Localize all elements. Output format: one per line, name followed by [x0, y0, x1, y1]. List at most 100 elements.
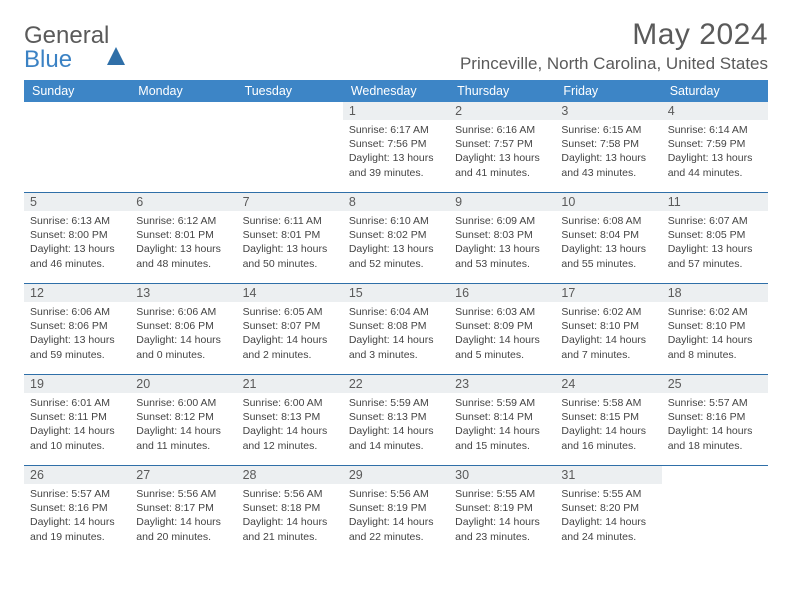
day-number: 20 [130, 375, 236, 393]
week-row: 26Sunrise: 5:57 AMSunset: 8:16 PMDayligh… [24, 466, 768, 556]
day-details: Sunrise: 6:00 AMSunset: 8:12 PMDaylight:… [130, 393, 236, 456]
day-details: Sunrise: 6:17 AMSunset: 7:56 PMDaylight:… [343, 120, 449, 183]
day-number: 16 [449, 284, 555, 302]
calendar-cell: 3Sunrise: 6:15 AMSunset: 7:58 PMDaylight… [555, 102, 661, 192]
day-number: 2 [449, 102, 555, 120]
calendar-cell: 28Sunrise: 5:56 AMSunset: 8:18 PMDayligh… [237, 466, 343, 556]
day-details: Sunrise: 6:02 AMSunset: 8:10 PMDaylight:… [555, 302, 661, 365]
day-details: Sunrise: 6:04 AMSunset: 8:08 PMDaylight:… [343, 302, 449, 365]
day-header-friday: Friday [555, 80, 661, 102]
day-number: 8 [343, 193, 449, 211]
day-headers: SundayMondayTuesdayWednesdayThursdayFrid… [24, 80, 768, 102]
calendar-cell [24, 102, 130, 192]
calendar-cell: 8Sunrise: 6:10 AMSunset: 8:02 PMDaylight… [343, 193, 449, 283]
day-number: 7 [237, 193, 343, 211]
calendar-cell: 15Sunrise: 6:04 AMSunset: 8:08 PMDayligh… [343, 284, 449, 374]
day-number: 14 [237, 284, 343, 302]
calendar-cell: 16Sunrise: 6:03 AMSunset: 8:09 PMDayligh… [449, 284, 555, 374]
day-details: Sunrise: 6:03 AMSunset: 8:09 PMDaylight:… [449, 302, 555, 365]
day-number: 11 [662, 193, 768, 211]
calendar-cell: 21Sunrise: 6:00 AMSunset: 8:13 PMDayligh… [237, 375, 343, 465]
day-details: Sunrise: 5:55 AMSunset: 8:19 PMDaylight:… [449, 484, 555, 547]
calendar-cell: 22Sunrise: 5:59 AMSunset: 8:13 PMDayligh… [343, 375, 449, 465]
day-number: 21 [237, 375, 343, 393]
logo: General Blue [24, 24, 125, 72]
day-number: 3 [555, 102, 661, 120]
calendar-cell [237, 102, 343, 192]
day-details: Sunrise: 5:57 AMSunset: 8:16 PMDaylight:… [662, 393, 768, 456]
calendar-cell: 11Sunrise: 6:07 AMSunset: 8:05 PMDayligh… [662, 193, 768, 283]
day-details: Sunrise: 6:12 AMSunset: 8:01 PMDaylight:… [130, 211, 236, 274]
day-details: Sunrise: 5:56 AMSunset: 8:19 PMDaylight:… [343, 484, 449, 547]
week-row: 5Sunrise: 6:13 AMSunset: 8:00 PMDaylight… [24, 193, 768, 284]
day-number: 26 [24, 466, 130, 484]
day-details: Sunrise: 6:11 AMSunset: 8:01 PMDaylight:… [237, 211, 343, 274]
calendar-cell: 25Sunrise: 5:57 AMSunset: 8:16 PMDayligh… [662, 375, 768, 465]
day-number: 17 [555, 284, 661, 302]
day-header-tuesday: Tuesday [237, 80, 343, 102]
logo-blue: Blue [24, 46, 72, 73]
day-number: 1 [343, 102, 449, 120]
day-details: Sunrise: 6:14 AMSunset: 7:59 PMDaylight:… [662, 120, 768, 183]
calendar-cell: 30Sunrise: 5:55 AMSunset: 8:19 PMDayligh… [449, 466, 555, 556]
day-number: 29 [343, 466, 449, 484]
month-title: May 2024 [460, 18, 768, 52]
day-details: Sunrise: 6:09 AMSunset: 8:03 PMDaylight:… [449, 211, 555, 274]
day-number: 10 [555, 193, 661, 211]
day-details: Sunrise: 6:06 AMSunset: 8:06 PMDaylight:… [130, 302, 236, 365]
day-number: 6 [130, 193, 236, 211]
day-details: Sunrise: 5:57 AMSunset: 8:16 PMDaylight:… [24, 484, 130, 547]
day-details: Sunrise: 6:13 AMSunset: 8:00 PMDaylight:… [24, 211, 130, 274]
week-row: 19Sunrise: 6:01 AMSunset: 8:11 PMDayligh… [24, 375, 768, 466]
calendar-cell: 9Sunrise: 6:09 AMSunset: 8:03 PMDaylight… [449, 193, 555, 283]
day-details: Sunrise: 6:10 AMSunset: 8:02 PMDaylight:… [343, 211, 449, 274]
calendar: SundayMondayTuesdayWednesdayThursdayFrid… [24, 80, 768, 556]
calendar-cell: 10Sunrise: 6:08 AMSunset: 8:04 PMDayligh… [555, 193, 661, 283]
calendar-cell: 29Sunrise: 5:56 AMSunset: 8:19 PMDayligh… [343, 466, 449, 556]
day-number: 25 [662, 375, 768, 393]
calendar-cell: 19Sunrise: 6:01 AMSunset: 8:11 PMDayligh… [24, 375, 130, 465]
day-number: 28 [237, 466, 343, 484]
calendar-cell: 18Sunrise: 6:02 AMSunset: 8:10 PMDayligh… [662, 284, 768, 374]
calendar-cell: 12Sunrise: 6:06 AMSunset: 8:06 PMDayligh… [24, 284, 130, 374]
day-number: 9 [449, 193, 555, 211]
week-row: 12Sunrise: 6:06 AMSunset: 8:06 PMDayligh… [24, 284, 768, 375]
day-details: Sunrise: 6:01 AMSunset: 8:11 PMDaylight:… [24, 393, 130, 456]
day-details: Sunrise: 6:06 AMSunset: 8:06 PMDaylight:… [24, 302, 130, 365]
day-details: Sunrise: 6:16 AMSunset: 7:57 PMDaylight:… [449, 120, 555, 183]
day-number: 30 [449, 466, 555, 484]
day-details: Sunrise: 5:56 AMSunset: 8:18 PMDaylight:… [237, 484, 343, 547]
logo-general: General [24, 22, 109, 49]
day-header-wednesday: Wednesday [343, 80, 449, 102]
title-block: May 2024 Princeville, North Carolina, Un… [460, 18, 768, 74]
calendar-cell: 31Sunrise: 5:55 AMSunset: 8:20 PMDayligh… [555, 466, 661, 556]
day-number: 18 [662, 284, 768, 302]
day-number: 15 [343, 284, 449, 302]
day-number: 12 [24, 284, 130, 302]
day-number: 24 [555, 375, 661, 393]
calendar-cell: 17Sunrise: 6:02 AMSunset: 8:10 PMDayligh… [555, 284, 661, 374]
location: Princeville, North Carolina, United Stat… [460, 54, 768, 74]
day-number: 22 [343, 375, 449, 393]
day-details: Sunrise: 5:59 AMSunset: 8:14 PMDaylight:… [449, 393, 555, 456]
day-details: Sunrise: 5:59 AMSunset: 8:13 PMDaylight:… [343, 393, 449, 456]
day-number: 5 [24, 193, 130, 211]
calendar-cell: 23Sunrise: 5:59 AMSunset: 8:14 PMDayligh… [449, 375, 555, 465]
day-header-thursday: Thursday [449, 80, 555, 102]
day-header-saturday: Saturday [662, 80, 768, 102]
day-details: Sunrise: 6:00 AMSunset: 8:13 PMDaylight:… [237, 393, 343, 456]
calendar-cell [130, 102, 236, 192]
calendar-cell: 24Sunrise: 5:58 AMSunset: 8:15 PMDayligh… [555, 375, 661, 465]
day-number: 27 [130, 466, 236, 484]
calendar-cell: 27Sunrise: 5:56 AMSunset: 8:17 PMDayligh… [130, 466, 236, 556]
day-header-monday: Monday [130, 80, 236, 102]
week-row: 1Sunrise: 6:17 AMSunset: 7:56 PMDaylight… [24, 102, 768, 193]
day-details: Sunrise: 6:02 AMSunset: 8:10 PMDaylight:… [662, 302, 768, 365]
day-details: Sunrise: 5:56 AMSunset: 8:17 PMDaylight:… [130, 484, 236, 547]
day-details: Sunrise: 5:58 AMSunset: 8:15 PMDaylight:… [555, 393, 661, 456]
day-number: 19 [24, 375, 130, 393]
day-header-sunday: Sunday [24, 80, 130, 102]
day-number: 4 [662, 102, 768, 120]
calendar-cell: 7Sunrise: 6:11 AMSunset: 8:01 PMDaylight… [237, 193, 343, 283]
day-number: 13 [130, 284, 236, 302]
